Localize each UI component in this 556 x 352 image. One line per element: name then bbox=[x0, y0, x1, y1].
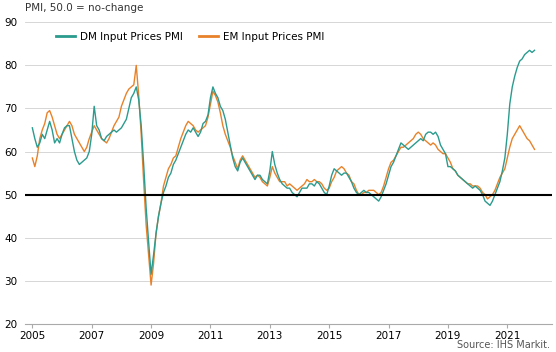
Line: EM Input Prices PMI: EM Input Prices PMI bbox=[32, 65, 534, 285]
EM Input Prices PMI bbox=[167, 162, 174, 166]
Text: Source: IHS Markit.: Source: IHS Markit. bbox=[458, 340, 550, 350]
DM Input Prices PMI bbox=[403, 145, 409, 149]
DM Input Prices PMI bbox=[284, 186, 290, 190]
EM Input Prices PMI bbox=[531, 147, 538, 151]
EM Input Prices PMI bbox=[83, 145, 90, 149]
DM Input Prices PMI bbox=[113, 130, 120, 134]
EM Input Prices PMI bbox=[286, 182, 293, 186]
DM Input Prices PMI bbox=[526, 48, 533, 52]
Line: DM Input Prices PMI: DM Input Prices PMI bbox=[32, 50, 534, 274]
DM Input Prices PMI bbox=[83, 156, 90, 160]
Legend: DM Input Prices PMI, EM Input Prices PMI: DM Input Prices PMI, EM Input Prices PMI bbox=[57, 32, 324, 42]
DM Input Prices PMI bbox=[294, 195, 300, 199]
DM Input Prices PMI bbox=[165, 175, 172, 180]
EM Input Prices PMI bbox=[133, 63, 140, 68]
DM Input Prices PMI bbox=[148, 272, 155, 276]
Text: PMI, 50.0 = no-change: PMI, 50.0 = no-change bbox=[25, 3, 143, 13]
EM Input Prices PMI bbox=[29, 156, 36, 160]
DM Input Prices PMI bbox=[29, 126, 36, 130]
EM Input Prices PMI bbox=[148, 283, 155, 287]
EM Input Prices PMI bbox=[113, 119, 120, 124]
DM Input Prices PMI bbox=[531, 48, 538, 52]
EM Input Prices PMI bbox=[405, 141, 411, 145]
EM Input Prices PMI bbox=[296, 186, 303, 190]
